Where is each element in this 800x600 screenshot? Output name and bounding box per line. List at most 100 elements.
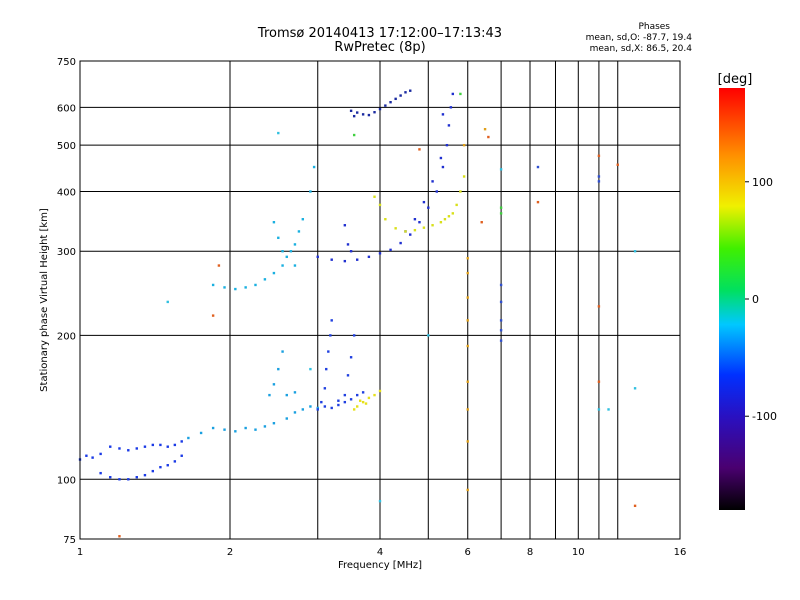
data-point (455, 203, 458, 207)
data-point (431, 224, 434, 227)
data-point (143, 473, 147, 477)
data-point (316, 406, 319, 410)
data-point (499, 168, 503, 171)
data-point (466, 380, 469, 383)
data-point (309, 367, 312, 371)
data-point (439, 221, 443, 224)
data-point (633, 250, 637, 253)
data-point (277, 367, 280, 371)
colorbar-tick-label: 100 (752, 176, 773, 189)
data-point (325, 367, 328, 371)
x-tick-label: 10 (572, 547, 585, 558)
data-point (487, 135, 490, 139)
data-point (343, 224, 347, 227)
data-point (616, 163, 619, 166)
data-point (441, 113, 445, 116)
phases-heading: Phases (638, 22, 670, 32)
data-point (597, 175, 601, 178)
data-point (173, 443, 177, 447)
y-tick-label: 750 (57, 57, 76, 68)
data-point (166, 464, 169, 467)
data-point (445, 143, 449, 147)
data-point (268, 393, 271, 397)
data-point (312, 165, 316, 169)
data-point (234, 287, 237, 291)
data-point (384, 218, 387, 221)
data-point (499, 212, 503, 215)
data-point (394, 97, 397, 101)
data-point (431, 180, 434, 183)
data-point (159, 465, 162, 469)
data-point (285, 417, 288, 420)
data-point (118, 478, 121, 481)
data-point (281, 250, 284, 253)
data-point (244, 286, 247, 289)
colorbar-unit-label: [deg] (718, 72, 753, 87)
y-tick-label: 600 (57, 103, 76, 114)
data-point (211, 283, 215, 287)
data-point (447, 215, 451, 218)
grid-lines (80, 61, 680, 539)
data-point (373, 111, 376, 114)
data-point (466, 319, 469, 322)
data-point (330, 319, 333, 322)
data-point (449, 106, 453, 109)
y-tick-label: 100 (57, 475, 76, 486)
x-tick-label: 8 (527, 547, 533, 558)
data-point (367, 113, 371, 117)
data-point (466, 257, 469, 260)
data-point (109, 445, 112, 448)
data-point (343, 393, 347, 397)
data-point (378, 252, 382, 255)
data-point (180, 454, 183, 457)
colorbar (719, 88, 745, 510)
data-point (418, 221, 421, 224)
data-point (364, 402, 368, 405)
data-point (597, 154, 601, 158)
data-point (352, 334, 356, 337)
data-point (330, 406, 333, 410)
data-point (373, 393, 376, 397)
data-point (499, 300, 503, 304)
data-point (422, 200, 426, 204)
data-point (483, 127, 487, 131)
data-point (263, 278, 267, 281)
data-point (159, 443, 162, 447)
data-point (285, 255, 288, 259)
colorbar-tick-label: -100 (752, 410, 777, 423)
data-point (447, 124, 451, 127)
data-point (466, 271, 469, 275)
data-point (451, 212, 455, 215)
x-tick-label: 16 (674, 547, 687, 558)
data-point (301, 408, 305, 411)
data-point (293, 411, 297, 414)
data-point (285, 393, 288, 397)
data-point (301, 218, 305, 221)
data-point (135, 447, 138, 450)
data-point (346, 374, 350, 377)
phases-o-stats: mean, sd,O: -87.7, 19.4 (585, 33, 692, 43)
y-axis-label: Stationary phase Virtual Height [km] (39, 208, 50, 392)
data-point (329, 334, 332, 337)
x-tick-label: 2 (227, 547, 233, 558)
data-point (281, 264, 284, 267)
y-tick-label: 300 (57, 247, 76, 258)
data-point (355, 405, 359, 408)
data-point (358, 399, 362, 402)
data-point (277, 236, 280, 240)
data-point (327, 350, 330, 353)
data-point (499, 339, 503, 342)
plot-frame (79, 60, 681, 540)
data-point (499, 206, 503, 209)
data-point (143, 445, 147, 448)
y-tick-label: 500 (57, 141, 76, 152)
data-point (439, 156, 443, 160)
data-point (289, 250, 293, 253)
data-point (211, 314, 215, 317)
data-point (293, 391, 297, 394)
data-point (597, 408, 601, 411)
data-point (389, 248, 392, 252)
data-point (118, 447, 121, 450)
data-point (272, 422, 276, 425)
x-tick-label: 4 (377, 547, 383, 558)
